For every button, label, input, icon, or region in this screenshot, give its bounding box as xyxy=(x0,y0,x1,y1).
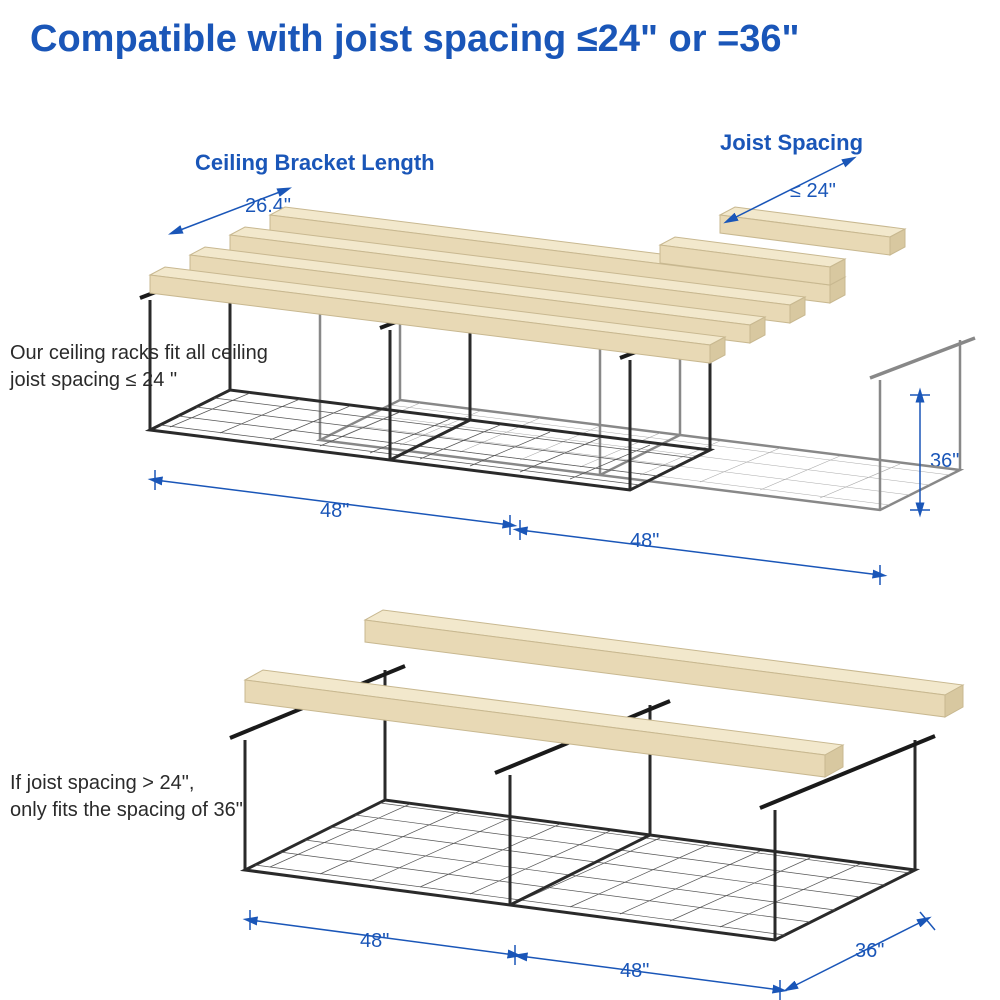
joists2 xyxy=(245,610,963,777)
figure2-diagram xyxy=(225,620,985,990)
page-title: Compatible with joist spacing ≤24" or =3… xyxy=(30,18,970,61)
figure1-diagram xyxy=(120,180,950,580)
bracket-length-title: Ceiling Bracket Length xyxy=(195,150,435,176)
joist-spacing-title: Joist Spacing xyxy=(720,130,863,156)
joists xyxy=(150,207,905,363)
